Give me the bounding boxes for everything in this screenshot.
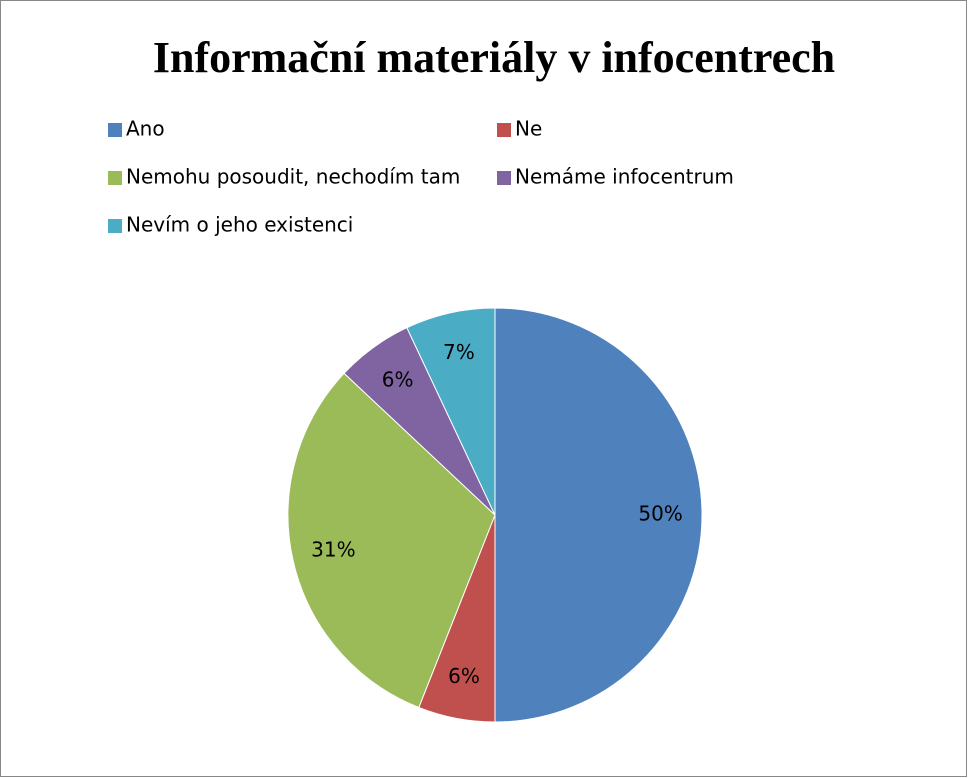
legend-label: Ano [126,117,165,141]
legend-swatch [108,219,122,233]
pie-slice [406,307,496,516]
data-label: 6% [448,664,480,688]
pie-slice [287,372,496,709]
pie-slice [494,307,703,723]
legend-swatch [108,171,122,185]
data-label: 50% [638,502,682,526]
legend-label: Ne [515,117,542,141]
legend-label: Nemohu posoudit, nechodím tam [126,165,460,189]
data-label: 6% [382,368,414,392]
legend-swatch [497,171,511,185]
legend-swatch [497,123,511,137]
legend-label: Nemáme infocentrum [515,165,734,189]
chart-title: Informační materiály v infocentrech [153,33,835,82]
data-label: 7% [443,340,475,364]
legend-swatch [108,123,122,137]
data-label: 31% [311,538,355,562]
legend-label: Nevím o jeho existenci [126,213,353,237]
